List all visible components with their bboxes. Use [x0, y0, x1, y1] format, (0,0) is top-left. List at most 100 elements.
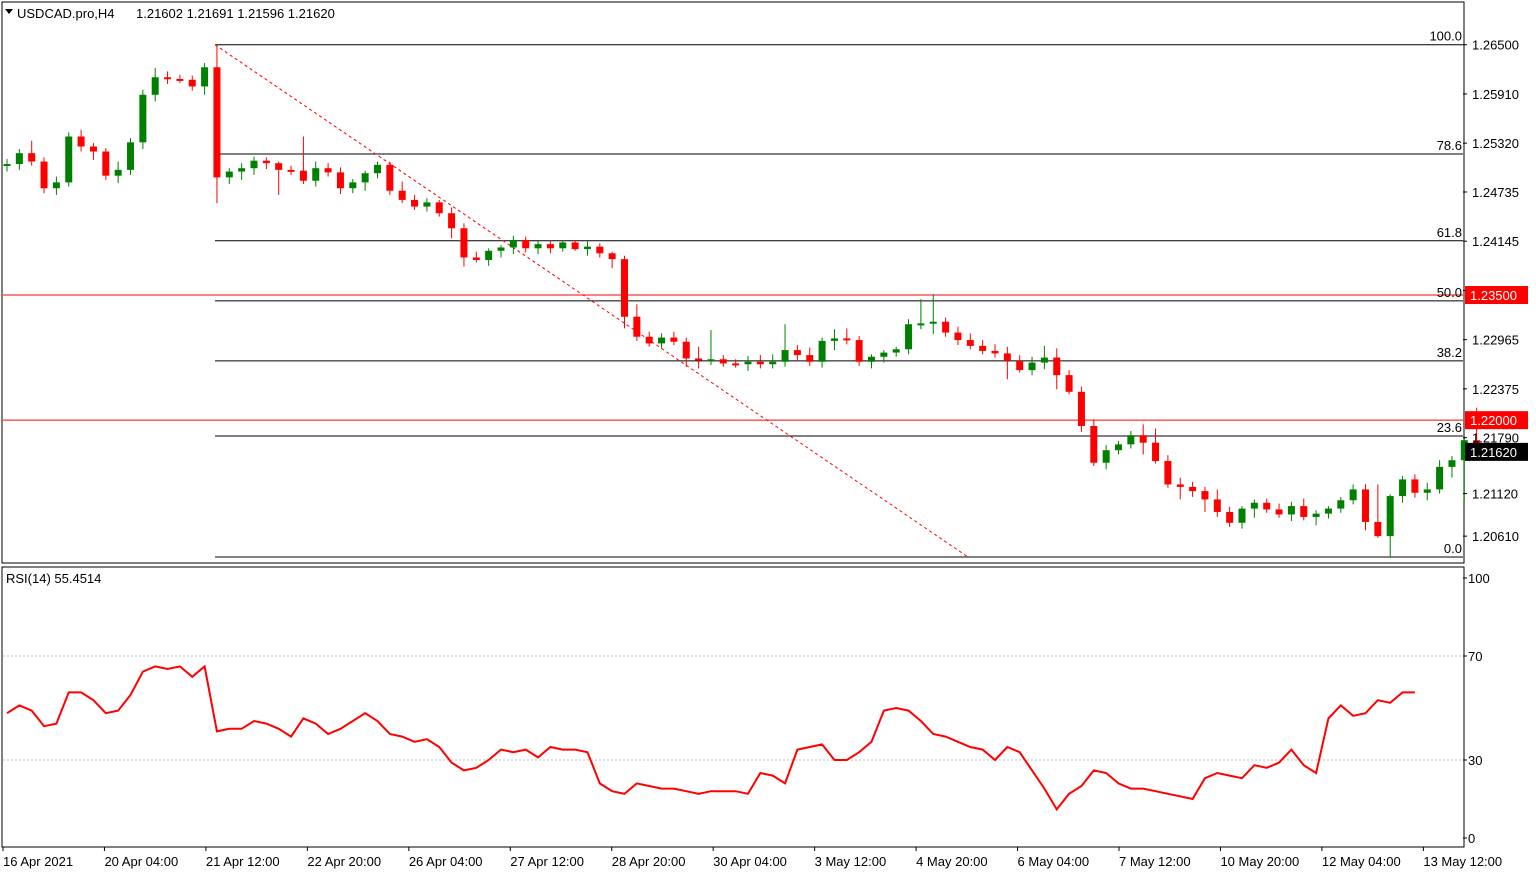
candle-body — [1077, 391, 1085, 427]
rsi-level-lines — [3, 655, 1463, 761]
candle-body — [287, 169, 295, 172]
fib-level-label: 100.0 — [1429, 29, 1462, 44]
time-tick-label: 28 Apr 20:00 — [612, 854, 686, 869]
candle-body — [1411, 479, 1419, 493]
candle-body — [843, 338, 851, 341]
fib-trendline — [214, 44, 969, 558]
candle-body — [102, 151, 110, 176]
rsi-pane-border — [1, 566, 1465, 848]
candle-body — [633, 316, 641, 337]
time-tick-label: 6 May 04:00 — [1018, 854, 1090, 869]
candle-body — [1275, 509, 1283, 515]
candle-body — [559, 242, 567, 249]
candle-body — [793, 350, 801, 356]
time-tick-label: 7 May 12:00 — [1119, 854, 1191, 869]
candle-body — [1053, 357, 1061, 376]
candle-body — [732, 363, 740, 366]
candle-body — [1324, 508, 1332, 514]
candle-body — [312, 168, 320, 181]
candle-body — [1226, 511, 1234, 523]
dropdown-arrow-icon[interactable] — [5, 9, 13, 14]
candle-body — [830, 338, 838, 341]
fib-level-label: 61.8 — [1437, 225, 1462, 240]
current-price-label-text: 1.21620 — [1470, 445, 1517, 460]
candle-body — [781, 350, 789, 362]
time-tick-label: 27 Apr 12:00 — [510, 854, 584, 869]
candle-body — [151, 77, 159, 95]
candle-body — [238, 168, 246, 172]
candle-body — [28, 153, 36, 162]
candle-body — [818, 340, 826, 362]
candle-body — [1213, 499, 1221, 512]
candle-body — [77, 136, 85, 147]
candle-body — [1460, 440, 1468, 461]
candle-body — [1337, 500, 1345, 509]
candle-body — [571, 242, 579, 250]
candle-body — [917, 323, 925, 326]
candle-body — [336, 172, 344, 189]
candle-body — [1300, 506, 1308, 517]
time-tick-label: 10 May 20:00 — [1220, 854, 1299, 869]
candle-body — [40, 161, 48, 189]
candle-body — [1028, 362, 1036, 371]
candle-body — [1189, 486, 1197, 492]
price-tick-label: 1.21120 — [1472, 487, 1518, 502]
candle-body — [942, 321, 950, 333]
fib-level-label: 50.0 — [1437, 285, 1462, 300]
time-tick-label: 30 Apr 04:00 — [713, 854, 787, 869]
candle-body — [979, 345, 987, 351]
candle-body — [1176, 484, 1184, 487]
horizontal-lines — [3, 294, 1463, 421]
candle-body — [583, 246, 591, 250]
candle-body — [645, 336, 653, 344]
ohlc-label: 1.21602 1.21691 1.21596 1.21620 — [136, 6, 335, 21]
rsi-tick-label: 0 — [1468, 831, 1475, 846]
candle-body — [164, 77, 172, 80]
candle-body — [855, 340, 863, 362]
candle-body — [769, 361, 777, 365]
level-price-label-box — [1465, 411, 1528, 430]
candle-body — [127, 142, 134, 170]
candle-body — [1065, 375, 1073, 392]
candle-body — [892, 349, 900, 353]
candle-body — [1090, 426, 1098, 463]
candle-body — [1263, 502, 1271, 510]
candle-body — [497, 247, 505, 251]
candle-body — [299, 170, 307, 181]
time-tick-label: 4 May 20:00 — [916, 854, 988, 869]
candle-body — [1003, 353, 1011, 361]
rsi-line — [6, 664, 1415, 812]
candle-body — [201, 67, 209, 87]
candle-body — [114, 169, 122, 176]
price-tick-label: 1.24735 — [1472, 185, 1519, 200]
candle-body — [670, 337, 678, 342]
rsi-tick-label: 30 — [1468, 753, 1482, 768]
candle-body — [435, 202, 443, 214]
rsi-tick-label: 100 — [1468, 571, 1490, 586]
fibonacci-retracement[interactable]: 100.0 78.6 61.8 50.0 38.2 23.6 0.0 — [214, 29, 1463, 558]
candle-body — [1127, 435, 1135, 445]
candle-body — [3, 164, 11, 167]
time-tick-label: 3 May 12:00 — [815, 854, 887, 869]
main-pane-border — [1, 1, 1465, 564]
candle-body — [1386, 496, 1394, 537]
candle-body — [423, 202, 431, 207]
candle-body — [213, 67, 221, 178]
candle-body — [509, 239, 517, 248]
fib-level-label: 38.2 — [1437, 345, 1462, 360]
fib-level-label: 23.6 — [1437, 420, 1462, 435]
candle-body — [324, 168, 332, 173]
candle-body — [448, 213, 456, 229]
candle-body — [262, 160, 270, 164]
candle-body — [65, 136, 73, 183]
price-tick-label: 1.25910 — [1472, 87, 1519, 102]
candle-body — [756, 361, 764, 365]
time-tick-label: 21 Apr 12:00 — [206, 854, 280, 869]
price-tick-label: 1.21790 — [1472, 431, 1519, 446]
candle-body — [621, 259, 628, 317]
level-price-label-text: 1.23500 — [1470, 288, 1517, 303]
candle-body — [250, 160, 258, 169]
time-axis: 16 Apr 2021 20 Apr 04:00 21 Apr 12:00 22 Ap… — [2, 847, 1502, 869]
